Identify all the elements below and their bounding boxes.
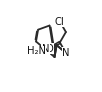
Text: N: N: [42, 44, 49, 54]
Text: N: N: [62, 48, 70, 58]
Text: O: O: [45, 44, 53, 54]
Text: Cl: Cl: [55, 17, 65, 27]
Text: H₂N: H₂N: [27, 46, 46, 56]
